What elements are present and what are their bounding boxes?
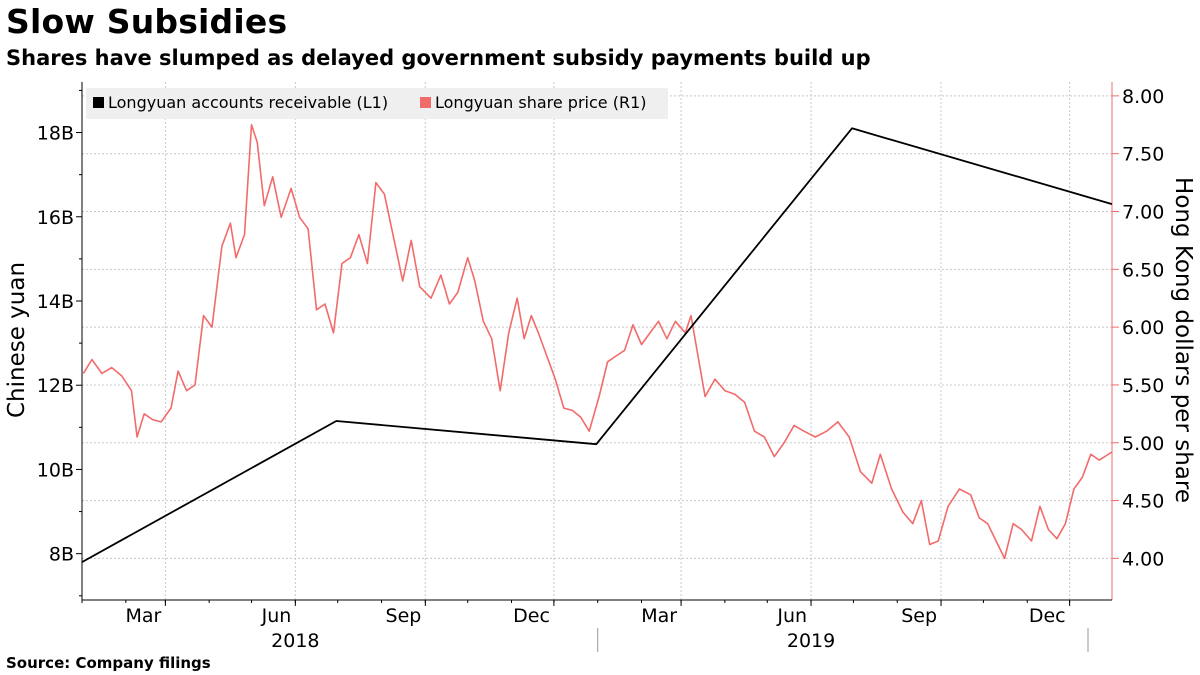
right-tick-label: 4.50 [1122,491,1164,513]
x-tick-label: Mar [641,605,677,627]
x-tick-label: Jun [261,605,292,627]
chart-subtitle: Shares have slumped as delayed governmen… [6,46,871,70]
right-tick-label: 7.50 [1122,144,1164,166]
left-tick-label: 10B [37,459,74,481]
legend-label-share-price: Longyuan share price (R1) [435,93,646,112]
left-tick-label: 18B [37,123,74,145]
right-tick-label: 7.00 [1122,202,1164,224]
left-axis-ticks: 8B 10B 12B 14B 16B 18B [37,89,82,597]
right-tick-label: 5.50 [1122,375,1164,397]
x-tick-label: Sep [386,605,422,627]
x-tick-label: Jun [776,605,807,627]
x-tick-label: Sep [901,605,937,627]
left-tick-label: 14B [37,291,74,313]
right-axis-ticks: 4.00 4.50 5.00 5.50 6.00 6.50 7.00 7.50 8.00 [1112,86,1164,570]
year-label: 2019 [787,630,835,652]
right-tick-label: 8.00 [1122,86,1164,108]
x-axis-ticks: Mar Jun Sep Dec Mar Jun Sep Dec 2018 2019 [81,600,1089,652]
left-axis-label: Chinese yuan [4,262,30,418]
right-tick-label: 6.50 [1122,259,1164,281]
x-tick-label: Dec [1029,605,1066,627]
right-tick-label: 4.00 [1122,548,1164,570]
legend-swatch-share-price [420,97,431,108]
left-tick-label: 12B [37,375,74,397]
legend-swatch-receivables [93,97,104,108]
year-label: 2018 [271,630,319,652]
x-tick-label: Mar [126,605,162,627]
legend: Longyuan accounts receivable (L1) Longyu… [86,88,668,119]
left-tick-label: 8B [49,544,74,566]
legend-label-receivables: Longyuan accounts receivable (L1) [108,93,388,112]
x-tick-label: Dec [513,605,550,627]
series [81,124,1113,563]
right-axis-label: Hong Kong dollars per share [1170,177,1196,503]
right-tick-label: 5.00 [1122,433,1164,455]
axes [81,82,1113,601]
right-tick-label: 6.00 [1122,317,1164,339]
share-price-line [82,124,1113,560]
receivables-line [81,127,1113,563]
chart-title: Slow Subsidies [6,2,288,41]
source-note: Source: Company filings [6,654,211,672]
legend-background [86,88,668,119]
left-tick-label: 16B [37,207,74,229]
